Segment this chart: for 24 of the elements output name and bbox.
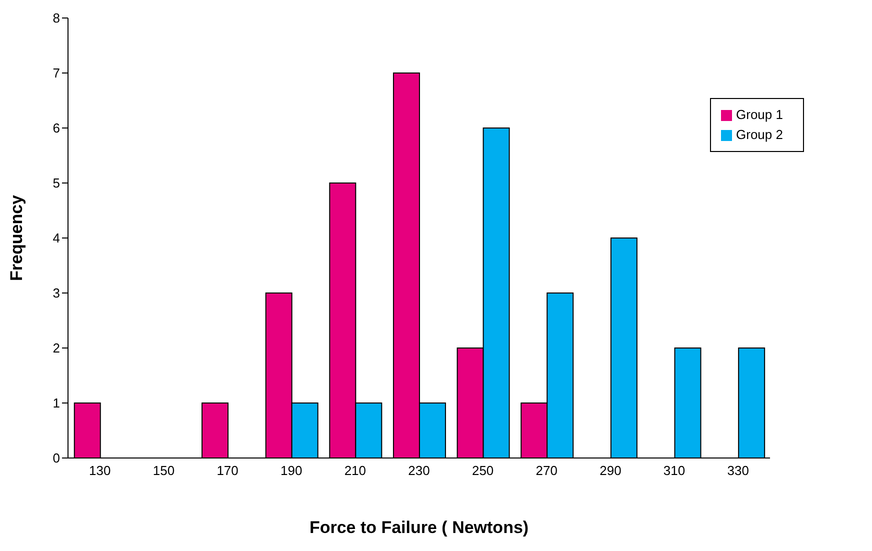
x-tick-label: 130	[89, 463, 111, 478]
x-tick-label: 170	[216, 463, 238, 478]
x-tick-label: 270	[536, 463, 558, 478]
x-tick-label: 310	[663, 463, 686, 478]
legend-label: Group 1	[736, 107, 783, 122]
x-tick-label: 230	[408, 463, 430, 478]
y-tick-label: 1	[52, 396, 60, 411]
y-tick-label: 7	[52, 66, 60, 81]
y-tick-label: 6	[52, 120, 60, 136]
y-axis-title: Frequency	[7, 194, 26, 281]
x-axis-title: Force to Failure ( Newtons)	[309, 518, 529, 537]
y-tick-label: 8	[52, 10, 60, 26]
y-tick-label: 5	[52, 176, 60, 191]
x-tick-label: 250	[472, 463, 494, 478]
y-tick-label: 2	[52, 340, 60, 356]
x-tick-label: 150	[152, 463, 175, 478]
y-tick-label: 3	[52, 286, 60, 301]
x-tick-label: 290	[600, 463, 622, 478]
legend-label: Group 2	[736, 127, 783, 142]
y-tick-label: 4	[52, 230, 60, 246]
x-tick-label: 210	[344, 463, 366, 478]
y-tick-label: 0	[52, 450, 60, 466]
x-tick-label: 330	[727, 463, 749, 478]
x-tick-label: 190	[280, 463, 302, 478]
